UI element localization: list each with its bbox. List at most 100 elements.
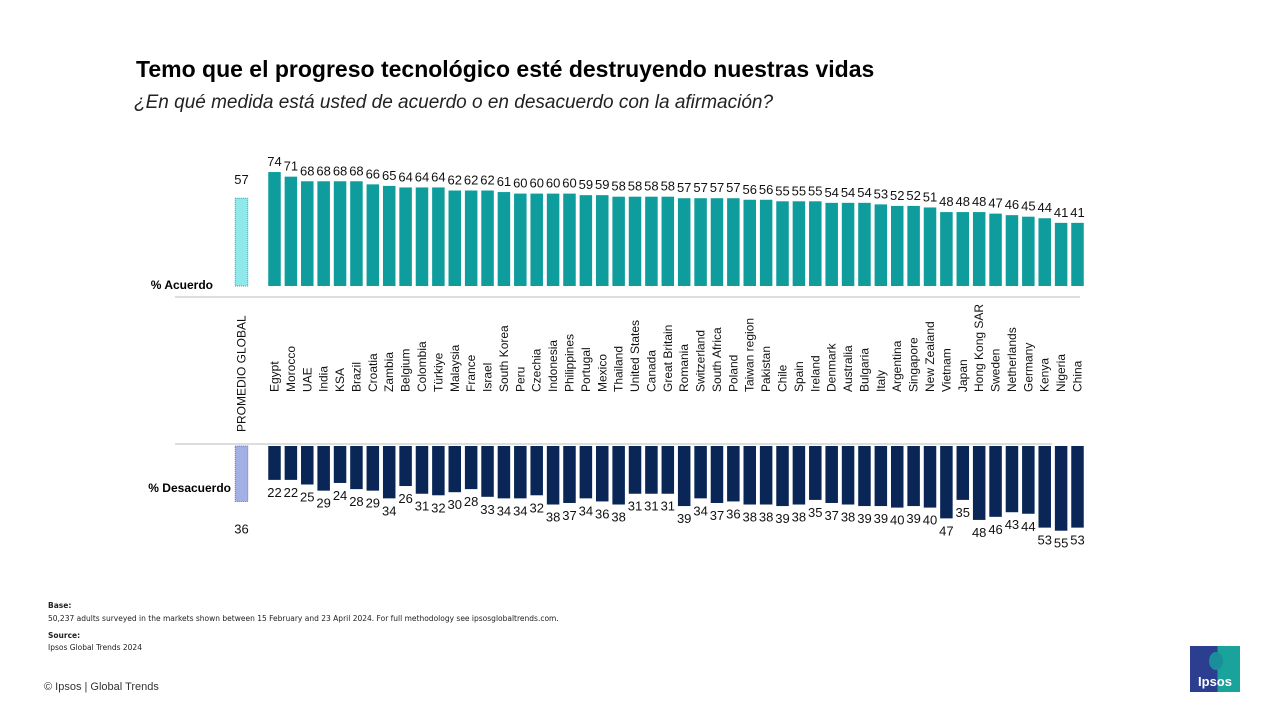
agree-value-label: 48 bbox=[972, 194, 986, 209]
agree-bar bbox=[366, 184, 380, 286]
agree-bar bbox=[1071, 222, 1084, 286]
agree-bar bbox=[645, 196, 658, 286]
category-label: Italy bbox=[874, 370, 888, 392]
category-label: Taiwan region bbox=[743, 318, 757, 392]
disagree-bar bbox=[530, 446, 543, 496]
category-label: Germany bbox=[1021, 343, 1035, 392]
agree-value-label: 48 bbox=[956, 194, 970, 209]
disagree-bar bbox=[858, 446, 871, 507]
agree-value-label: 61 bbox=[497, 174, 511, 189]
agree-bar bbox=[563, 193, 576, 286]
disagree-bar bbox=[432, 446, 445, 496]
agree-bar bbox=[579, 195, 593, 286]
agree-bar bbox=[317, 181, 330, 286]
disagree-bar bbox=[563, 446, 576, 503]
disagree-bar bbox=[612, 446, 625, 505]
agree-bar bbox=[448, 190, 462, 286]
agree-bar bbox=[727, 198, 740, 286]
agree-bar bbox=[858, 202, 871, 286]
agree-bar bbox=[1005, 215, 1019, 286]
agree-bar bbox=[825, 202, 838, 286]
agree-bar bbox=[809, 201, 822, 286]
category-label: Ireland bbox=[808, 355, 822, 392]
source-text: Ipsos Global Trends 2024 bbox=[48, 643, 142, 652]
disagree-value-label: 22 bbox=[284, 485, 298, 500]
category-label: Great Britain bbox=[661, 325, 675, 392]
agree-bar bbox=[940, 212, 953, 286]
agree-bar bbox=[677, 198, 691, 286]
category-label: Denmark bbox=[825, 342, 839, 392]
agree-value-label: 45 bbox=[1021, 199, 1035, 214]
agree-value-label: 60 bbox=[529, 176, 543, 191]
disagree-value-label: 31 bbox=[661, 499, 675, 514]
agree-bar bbox=[890, 205, 904, 286]
category-label: Singapore bbox=[907, 337, 921, 392]
global-category-label: PROMEDIO GLOBAL bbox=[235, 315, 249, 432]
disagree-value-label: 22 bbox=[267, 485, 281, 500]
disagree-value-label: 43 bbox=[1005, 517, 1019, 532]
agree-bar bbox=[874, 204, 888, 286]
disagree-bar bbox=[1005, 446, 1019, 513]
agree-bar bbox=[301, 181, 314, 286]
category-label: Chile bbox=[776, 364, 790, 392]
agree-bar bbox=[284, 176, 298, 286]
agree-value-label: 54 bbox=[824, 185, 838, 200]
disagree-value-label: 53 bbox=[1070, 533, 1084, 548]
agree-value-label: 55 bbox=[808, 183, 822, 198]
agree-value-label: 52 bbox=[890, 188, 904, 203]
disagree-bar bbox=[366, 446, 380, 491]
agree-value-label: 62 bbox=[464, 173, 478, 188]
agree-bar bbox=[661, 196, 675, 286]
disagree-bar bbox=[399, 446, 412, 487]
disagree-bar bbox=[710, 446, 724, 503]
agree-bar bbox=[333, 181, 347, 286]
agree-value-label: 59 bbox=[595, 177, 609, 192]
base-text: 50,237 adults surveyed in the markets sh… bbox=[48, 614, 559, 623]
disagree-value-label: 47 bbox=[939, 523, 953, 538]
agree-bar bbox=[841, 202, 855, 286]
agree-value-label: 65 bbox=[382, 168, 396, 183]
category-label: Portugal bbox=[579, 347, 593, 392]
agree-value-label: 68 bbox=[333, 163, 347, 178]
chart-subtitle: ¿En qué medida está usted de acuerdo o e… bbox=[134, 92, 774, 113]
disagree-value-label: 39 bbox=[677, 511, 691, 526]
agree-value-label: 48 bbox=[939, 194, 953, 209]
agree-value-label: 57 bbox=[677, 180, 691, 195]
category-label: Japan bbox=[956, 359, 970, 392]
category-label: India bbox=[317, 366, 331, 392]
agree-value-label: 60 bbox=[562, 176, 576, 191]
disagree-bar bbox=[956, 446, 970, 500]
category-label: Zambia bbox=[382, 352, 396, 392]
agree-value-label: 64 bbox=[415, 169, 429, 184]
agree-value-label: 59 bbox=[579, 177, 593, 192]
disagree-value-label: 35 bbox=[808, 505, 822, 520]
disagree-value-label: 38 bbox=[743, 510, 757, 525]
disagree-value-label: 34 bbox=[579, 503, 593, 518]
disagree-value-label: 39 bbox=[857, 511, 871, 526]
category-label: Hong Kong SAR bbox=[972, 304, 986, 392]
category-label: KSA bbox=[333, 368, 347, 392]
agree-value-label: 58 bbox=[661, 179, 675, 194]
category-label: China bbox=[1071, 360, 1085, 392]
category-label: Philippines bbox=[562, 334, 576, 392]
disagree-bar bbox=[1071, 446, 1084, 528]
disagree-bar bbox=[825, 446, 838, 503]
agree-value-label: 56 bbox=[759, 182, 773, 197]
agree-bar bbox=[743, 199, 756, 286]
disagree-series-label: % Desacuerdo bbox=[148, 481, 231, 495]
disagree-bar bbox=[448, 446, 462, 493]
agree-value-label: 51 bbox=[923, 189, 937, 204]
agree-bar bbox=[399, 187, 412, 286]
category-label: UAE bbox=[300, 367, 314, 392]
agree-bar bbox=[989, 213, 1002, 286]
agree-value-label: 56 bbox=[743, 182, 757, 197]
disagree-bar bbox=[382, 446, 396, 499]
agree-bar bbox=[923, 207, 937, 286]
disagree-bar bbox=[792, 446, 806, 505]
disagree-bar bbox=[677, 446, 691, 507]
disagree-bar bbox=[809, 446, 822, 500]
agree-value-label: 58 bbox=[628, 179, 642, 194]
disagree-bar bbox=[645, 446, 658, 494]
disagree-value-label: 28 bbox=[464, 494, 478, 509]
agree-value-label: 58 bbox=[611, 179, 625, 194]
